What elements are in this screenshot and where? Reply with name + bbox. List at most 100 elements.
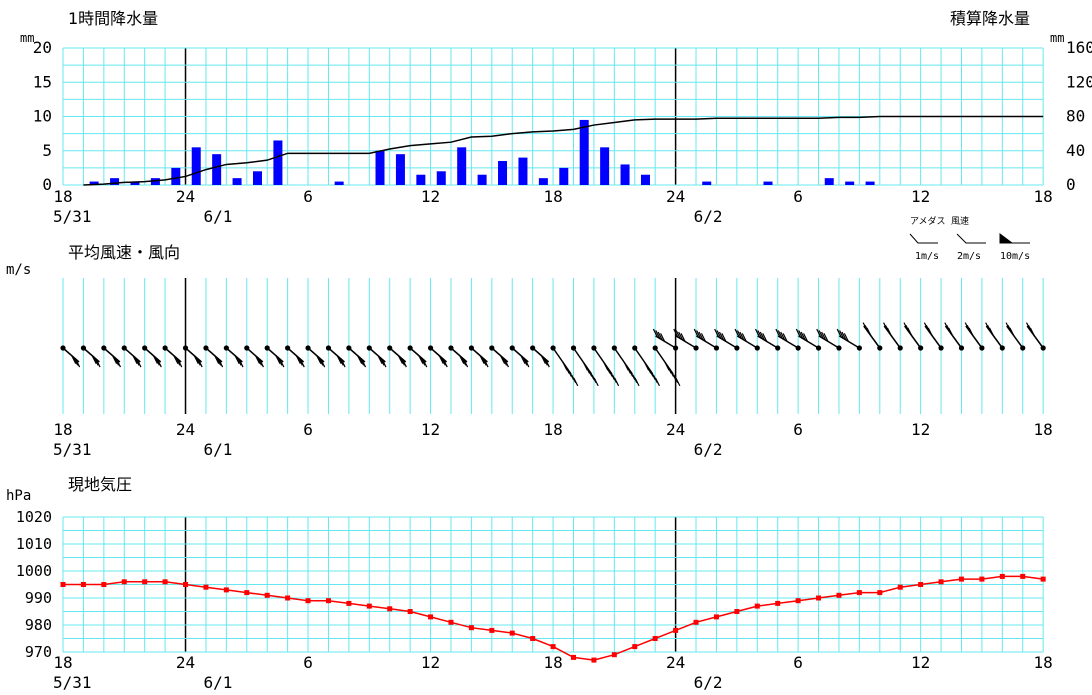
wind-point [713, 345, 720, 351]
wind-point [427, 345, 434, 351]
wind-panel: 平均風速・風向 m/s 18 24 6 12 18 24 6 12 185/31 6/1 6/2 [6, 243, 1053, 459]
rain-y-left-tick: 5 [42, 141, 52, 160]
pressure-point [80, 582, 86, 587]
wind-barb-feather [438, 355, 444, 364]
wind-barb [964, 322, 985, 351]
wind-barb [80, 345, 101, 368]
wind-point [142, 345, 148, 351]
x-date-label: 5/31 [53, 440, 92, 459]
pressure-point [591, 657, 597, 663]
wind-barb-feather [255, 355, 261, 364]
x-tick-label: 12 [421, 187, 440, 206]
pressure-point [979, 576, 985, 582]
wind-point [121, 345, 127, 351]
pressure-line [60, 573, 1046, 663]
x-date-label: 6/2 [694, 207, 723, 226]
wind-barb-feather [297, 357, 303, 366]
x-date-label: 6/1 [204, 673, 233, 692]
wind-barb-feather [782, 333, 788, 342]
legend-2ms-symbol [956, 233, 986, 244]
x-tick-label: 18 [543, 420, 562, 439]
wind-barb-feather [71, 355, 77, 364]
wind-barb-feather [634, 377, 640, 387]
x-tick-label: 12 [911, 653, 930, 672]
pressure-point [264, 592, 270, 598]
rain-bar [538, 178, 548, 185]
x-tick-label: 24 [176, 187, 195, 206]
wind-barb-feather [175, 357, 181, 366]
pressure-point [775, 600, 781, 606]
wind-barb [652, 328, 679, 351]
pressure-y-tick: 1020 [16, 508, 52, 526]
wind-barb-feather [340, 358, 346, 368]
wind-barb-feather [524, 358, 530, 368]
wind-barb-feather [675, 330, 681, 339]
x-tick-label: 24 [666, 187, 685, 206]
wind-point [958, 345, 965, 351]
wind-barb [944, 322, 965, 351]
wind-barb-feather [573, 377, 579, 387]
cumulative-rain-line [83, 115, 1044, 186]
wind-barb [509, 345, 530, 368]
pressure-point [938, 579, 944, 585]
wind-barb-feather [461, 357, 467, 366]
wind-barb-feather [540, 355, 546, 364]
pressure-point [856, 590, 862, 596]
wind-barb-shaft [716, 335, 738, 349]
wind-barb-feather [698, 331, 704, 341]
wind-point [734, 345, 740, 351]
rain-y-left-tick: 20 [33, 38, 52, 57]
x-tick-label: 18 [53, 653, 72, 672]
rain-bar [252, 171, 262, 185]
wind-point [244, 345, 250, 351]
wind-barb-feather [816, 328, 822, 338]
wind-point [509, 345, 515, 351]
x-tick-label: 18 [1034, 187, 1053, 206]
wind-point [182, 345, 189, 351]
wind-barb-feather [295, 355, 301, 364]
wind-barb-feather [721, 333, 727, 342]
wind-barb [182, 345, 203, 368]
pressure-point [121, 579, 127, 585]
wind-point [60, 345, 66, 351]
wind-barb-shaft [736, 335, 758, 349]
wind-barb-feather [397, 355, 404, 364]
wind-barb-feather [93, 357, 99, 366]
pressure-point [530, 636, 536, 641]
wind-barb-feather [739, 331, 745, 341]
wind-barb-feather [320, 358, 326, 368]
wind-barb-feather [197, 358, 203, 368]
wind-barb-feather [479, 355, 485, 364]
wind-barb-feather [177, 358, 183, 368]
wind-barb-feather [132, 355, 138, 364]
pressure-point [162, 579, 168, 585]
wind-barb-feather [500, 355, 506, 364]
wind-point [366, 345, 372, 351]
rain-title-right: 積算降水量 [950, 9, 1030, 28]
x-tick-label: 18 [543, 187, 562, 206]
wind-barb-feather [418, 355, 424, 364]
wind-barb-feather [736, 330, 743, 339]
wind-barb-feather [258, 358, 264, 368]
wind-point [591, 345, 597, 351]
wind-point [632, 345, 638, 351]
wind-barb-feather [318, 357, 324, 366]
wind-barb [366, 345, 387, 368]
x-tick-label: 18 [1034, 653, 1053, 672]
pressure-y-tick: 980 [25, 616, 52, 634]
wind-barb-feather [795, 328, 801, 338]
pressure-point [203, 584, 209, 590]
wind-barb-feather [754, 328, 761, 338]
wind-barb-feather [193, 355, 199, 364]
wind-barb-feather [481, 357, 487, 366]
legend-10ms-label: 10m/s [1000, 251, 1030, 262]
pressure-point [632, 644, 638, 650]
rain-bar [395, 154, 405, 185]
wind-barb [903, 322, 924, 351]
x-tick-label: 24 [666, 653, 685, 672]
wind-barb-feather [520, 355, 526, 364]
wind-barb-feather [700, 333, 706, 342]
wind-barb [591, 345, 620, 387]
